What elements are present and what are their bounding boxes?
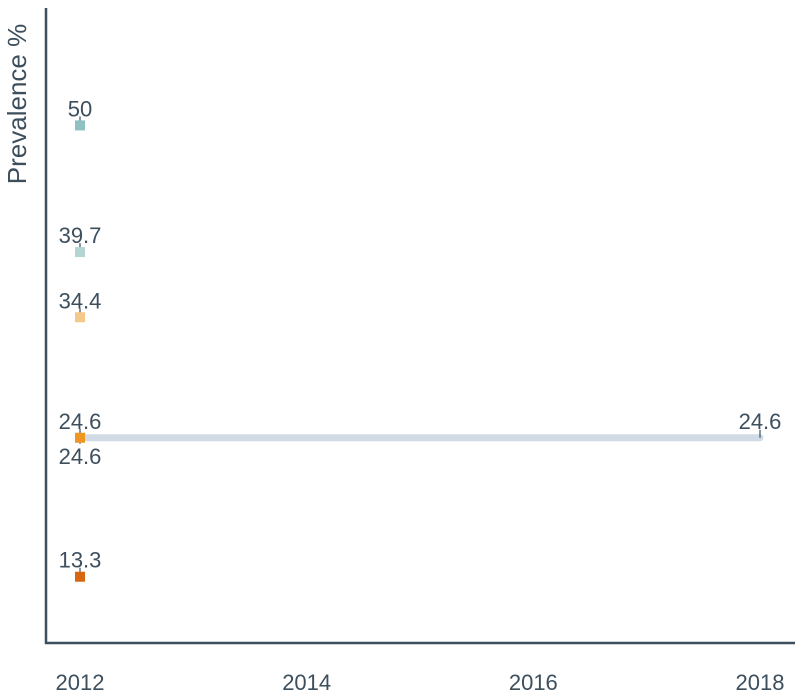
data-point (75, 247, 85, 258)
y-axis-label: Prevalence % (2, 24, 32, 184)
x-tick-label: 2018 (736, 670, 785, 695)
data-label: 39.7 (59, 223, 102, 248)
data-point (75, 312, 85, 323)
data-label: 13.3 (59, 548, 102, 573)
x-tick-label: 2014 (282, 670, 331, 695)
data-point (75, 571, 85, 582)
series-data-label: 24.6 (59, 444, 102, 469)
data-point (75, 120, 85, 131)
series-data-label: 24.6 (739, 409, 782, 434)
data-label: 24.6 (59, 409, 102, 434)
points-layer: 50 39.7 34.4 24.6 13.3 (59, 96, 102, 582)
x-tick-label: 2016 (509, 670, 558, 695)
x-ticks: 2012 2014 2016 2018 (56, 670, 785, 695)
data-label: 34.4 (59, 288, 102, 313)
data-label: 50 (68, 96, 92, 121)
data-point (75, 432, 85, 443)
series-layer: 24.6 24.6 (59, 409, 782, 469)
x-tick-label: 2012 (56, 670, 105, 695)
